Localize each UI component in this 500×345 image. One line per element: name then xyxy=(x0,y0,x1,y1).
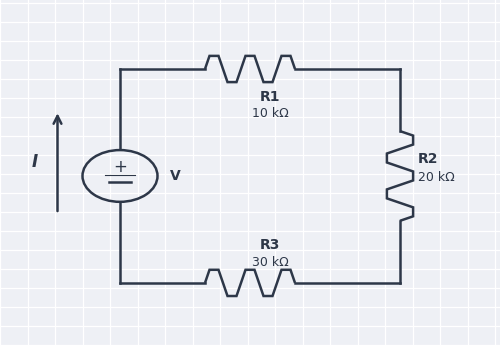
Text: +: + xyxy=(113,158,127,176)
Text: R2: R2 xyxy=(418,152,438,166)
Text: 30 kΩ: 30 kΩ xyxy=(252,256,288,269)
Text: R1: R1 xyxy=(260,90,280,104)
Text: 10 kΩ: 10 kΩ xyxy=(252,107,288,120)
Text: 20 kΩ: 20 kΩ xyxy=(418,171,455,184)
Text: I: I xyxy=(32,153,38,171)
Text: V: V xyxy=(170,169,181,183)
Text: R3: R3 xyxy=(260,238,280,252)
